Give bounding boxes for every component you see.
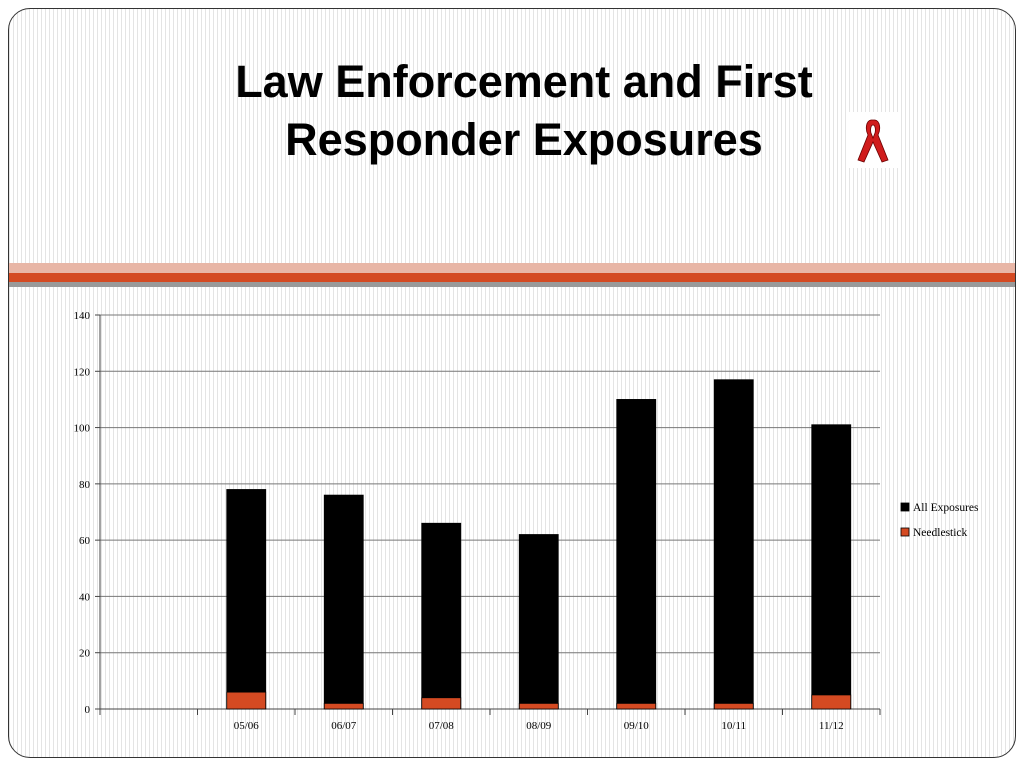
legend-label-all-exposures: All Exposures: [913, 502, 979, 514]
title-line-1: Law Enforcement and First: [235, 56, 813, 107]
awareness-ribbon-icon: [849, 112, 901, 168]
y-tick-label: 120: [74, 366, 91, 378]
legend-swatch-needlestick: [900, 527, 910, 537]
divider-band-accent: [9, 273, 1015, 282]
bar-needlestick: [421, 697, 462, 710]
x-tick-label: 06/07: [331, 720, 357, 732]
bar-all-exposures: [616, 399, 657, 710]
bar-needlestick: [811, 694, 852, 710]
x-tick-label: 11/12: [819, 720, 844, 732]
x-tick-label: 09/10: [624, 720, 650, 732]
bar-all-exposures: [226, 489, 267, 710]
x-tick-label: 08/09: [526, 720, 552, 732]
divider-band-gray: [9, 282, 1015, 287]
bar-needlestick: [713, 702, 754, 710]
slide-title: Law Enforcement and First Responder Expo…: [109, 53, 939, 169]
divider-band-light: [9, 263, 1015, 273]
bar-needlestick: [323, 702, 364, 710]
slide: Law Enforcement and First Responder Expo…: [8, 8, 1016, 758]
bar-all-exposures: [421, 522, 462, 710]
y-tick-label: 100: [74, 423, 91, 435]
x-tick-label: 07/08: [429, 720, 455, 732]
legend-label-needlestick: Needlestick: [913, 527, 968, 539]
bar-all-exposures: [518, 534, 559, 710]
y-tick-label: 40: [79, 591, 91, 603]
bar-all-exposures: [713, 379, 754, 710]
title-line-2: Responder Exposures: [285, 114, 763, 165]
x-tick-label: 10/11: [721, 720, 746, 732]
bar-needlestick: [616, 702, 657, 710]
bar-needlestick: [518, 702, 559, 710]
legend-swatch-all-exposures: [900, 502, 910, 512]
y-tick-label: 20: [79, 648, 91, 660]
y-tick-label: 80: [79, 479, 91, 491]
bar-needlestick: [226, 691, 267, 710]
y-tick-label: 60: [79, 535, 91, 547]
bar-all-exposures: [323, 494, 364, 710]
x-tick-label: 05/06: [234, 720, 260, 732]
y-tick-label: 0: [85, 704, 91, 716]
y-tick-label: 140: [74, 310, 91, 322]
bar-all-exposures: [811, 424, 852, 710]
